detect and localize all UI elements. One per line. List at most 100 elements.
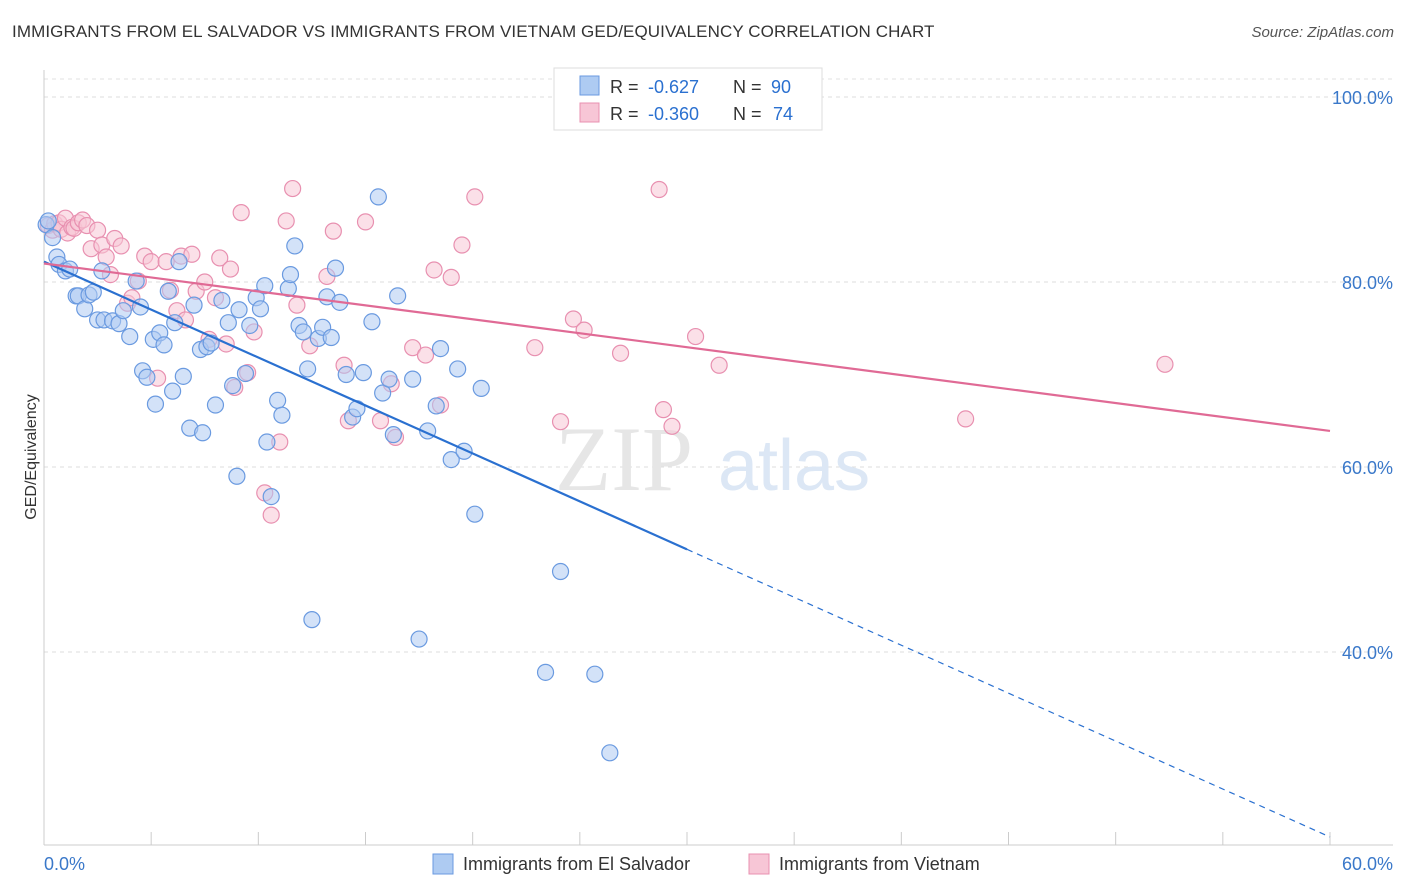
el-salvador-point: [536, 663, 555, 681]
el-salvador-point: [363, 313, 381, 331]
y-axis-label: GED/Equivalency: [23, 394, 40, 519]
bottom-legend-swatch-vietnam: [748, 853, 770, 875]
legend-swatch-vietnam: [579, 102, 600, 123]
el-salvador-point: [601, 744, 619, 762]
vietnam-point: [453, 236, 471, 254]
watermark: ZIP atlas: [555, 408, 870, 510]
legend-r-value-vietnam: -0.360: [648, 104, 699, 124]
vietnam-point: [466, 188, 484, 206]
legend-n-label-vietnam: N =: [733, 104, 762, 124]
el-salvador-point: [427, 397, 445, 415]
legend-n-value-el-salvador: 90: [771, 77, 791, 97]
el-salvador-point: [384, 426, 402, 444]
el-salvador-point: [337, 365, 355, 384]
vietnam-point: [277, 212, 295, 230]
x-tick-label-60: 60.0%: [1342, 854, 1393, 874]
el-salvador-point: [256, 277, 274, 295]
el-salvador-point: [170, 253, 188, 271]
el-salvador-point: [251, 300, 270, 318]
legend-r-label-el-salvador: R =: [610, 77, 639, 97]
trend-lines: [43, 260, 1331, 838]
el-salvador-point: [146, 395, 165, 413]
el-salvador-point: [155, 336, 173, 354]
el-salvador-point: [219, 314, 237, 332]
vietnam-point: [1156, 355, 1174, 373]
vietnam-point: [221, 260, 240, 278]
el-salvador-point: [586, 665, 604, 683]
x-axis-ticks: [43, 832, 1331, 845]
el-salvador-point: [442, 451, 460, 469]
el-salvador-point: [206, 396, 225, 414]
y-tick-label-60: 60.0%: [1342, 458, 1393, 478]
el-salvador-point: [449, 360, 467, 378]
el-salvador-point: [466, 505, 484, 523]
legend-n-label-el-salvador: N =: [733, 77, 762, 97]
bottom-legend-label-vietnam: Immigrants from Vietnam: [779, 854, 980, 874]
el-salvador-point: [286, 237, 304, 255]
vietnam-point: [88, 221, 107, 239]
el-salvador-point: [269, 391, 287, 409]
legend-swatch-el-salvador: [579, 75, 600, 96]
el-salvador-point: [472, 379, 490, 397]
el-salvador-point: [431, 340, 450, 358]
el-salvador-point: [39, 212, 57, 230]
bottom-legend-label-el-salvador: Immigrants from El Salvador: [463, 854, 690, 874]
series-el-salvador-points: [37, 188, 619, 762]
el-salvador-point: [258, 433, 276, 451]
el-salvador-point: [354, 364, 372, 382]
legend-r-label-vietnam: R =: [610, 104, 639, 124]
vietnam-point: [564, 310, 583, 328]
vietnam-point: [262, 506, 280, 524]
el-salvador-point: [404, 370, 422, 388]
vietnam-trend-line: [43, 262, 1331, 433]
legend-r-value-el-salvador: -0.627: [648, 77, 699, 97]
el-salvador-point: [230, 301, 248, 319]
el-salvador-trend-line-extension: [686, 548, 1331, 838]
vietnam-point: [112, 237, 130, 255]
y-tick-label-100: 100.0%: [1332, 88, 1393, 108]
vietnam-point: [663, 417, 681, 435]
y-axis-tick-labels: 100.0% 80.0% 60.0% 40.0%: [1332, 88, 1393, 663]
el-salvador-point: [114, 302, 132, 320]
el-salvador-point: [303, 611, 321, 629]
el-salvador-point: [389, 287, 407, 305]
vietnam-point: [650, 180, 668, 199]
vietnam-point: [284, 179, 302, 198]
vietnam-point: [442, 268, 460, 286]
vietnam-point: [957, 410, 975, 428]
el-salvador-point: [273, 406, 291, 424]
vietnam-point: [526, 339, 544, 357]
el-salvador-point: [43, 229, 62, 247]
chart-title: IMMIGRANTS FROM EL SALVADOR VS IMMIGRANT…: [12, 22, 935, 41]
el-salvador-point: [551, 562, 570, 581]
el-salvador-point: [185, 296, 203, 314]
vietnam-point: [575, 321, 593, 339]
el-salvador-point: [322, 328, 340, 347]
legend-n-value-vietnam: 74: [773, 104, 793, 124]
el-salvador-point: [410, 630, 428, 648]
watermark-atlas: atlas: [718, 426, 870, 506]
series-legend: Immigrants from El Salvador Immigrants f…: [432, 853, 980, 875]
vietnam-point: [710, 356, 728, 374]
el-salvador-point: [236, 364, 255, 383]
vietnam-point: [404, 339, 422, 357]
el-salvador-point: [194, 424, 212, 442]
correlation-legend: R = -0.627 N = 90 R = -0.360 N = 74: [553, 67, 823, 131]
vietnam-point: [183, 245, 201, 263]
vietnam-point: [611, 344, 630, 362]
el-salvador-point: [241, 316, 259, 335]
vietnam-point: [288, 296, 306, 314]
el-salvador-point: [164, 382, 182, 400]
el-salvador-point: [262, 488, 280, 506]
vietnam-point: [232, 204, 250, 222]
el-salvador-point: [213, 291, 231, 310]
el-salvador-point: [224, 377, 242, 395]
el-salvador-point: [380, 370, 398, 388]
el-salvador-point: [138, 368, 156, 386]
bottom-legend-swatch-el-salvador: [432, 853, 454, 875]
vietnam-point: [211, 249, 229, 267]
vietnam-point: [416, 346, 435, 364]
el-salvador-point: [299, 360, 317, 378]
vietnam-point: [654, 401, 673, 419]
